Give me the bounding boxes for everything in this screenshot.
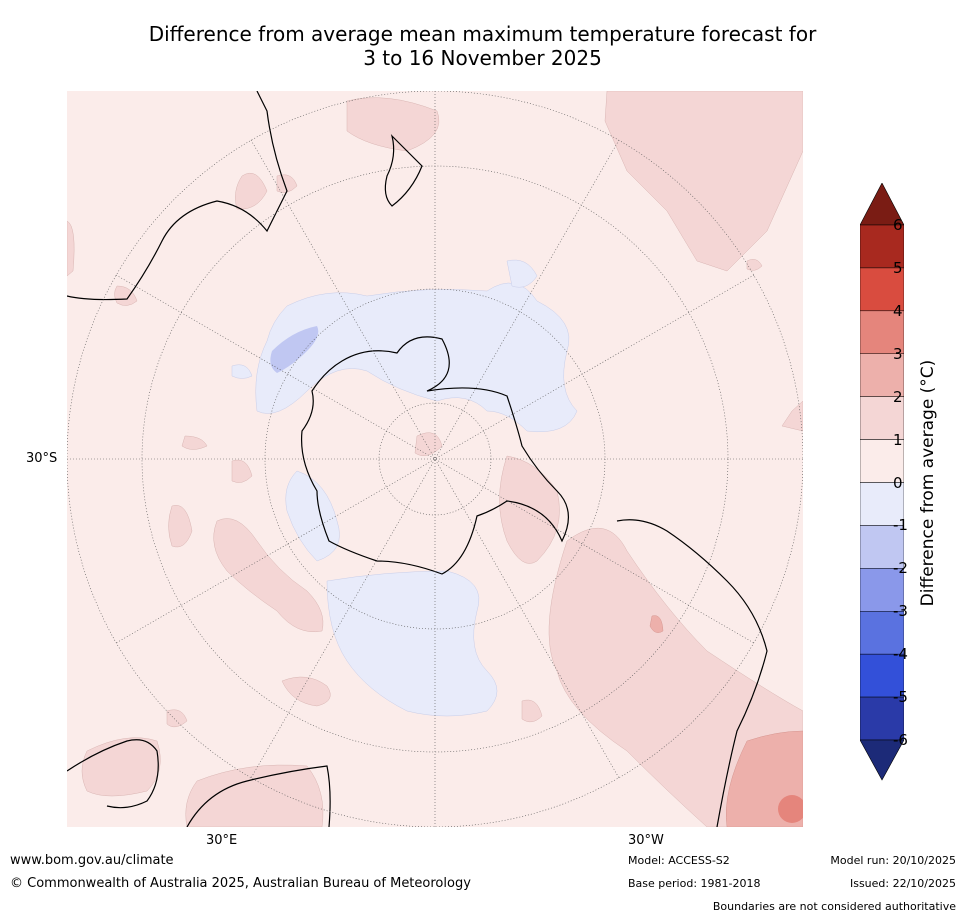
warm-anomaly-regions — [67, 91, 803, 827]
colorbar-extend-low — [860, 739, 904, 781]
footer-model-run: Model run: 20/10/2025 — [830, 854, 956, 867]
colorbar-bin-5_to_6 — [860, 224, 904, 269]
colorbar-bin--6_to_-5 — [860, 696, 904, 741]
colorbar-tick: 6 — [893, 216, 903, 234]
colorbar-tick: 5 — [893, 258, 903, 277]
footer-model: Model: ACCESS-S2 — [628, 854, 730, 867]
map-title: Difference from average mean maximum tem… — [0, 22, 965, 70]
footer-copyright: © Commonwealth of Australia 2025, Austra… — [10, 876, 471, 891]
temperature-anomaly-map — [67, 91, 803, 827]
colorbar-tick: -4 — [893, 645, 908, 664]
cool-anomaly-core — [270, 326, 319, 373]
colorbar-bins — [860, 224, 904, 741]
colorbar-tick: 0 — [893, 473, 903, 492]
colorbar-tick: -6 — [893, 731, 908, 749]
colorbar-tick: -2 — [893, 559, 908, 578]
graticule — [67, 91, 803, 827]
colorbar-bin--2_to_-1 — [860, 525, 904, 569]
colorbar-tick: -5 — [893, 688, 908, 707]
footer-issued: Issued: 22/10/2025 — [849, 877, 956, 890]
warm-anomaly-core — [778, 795, 803, 823]
longitude-label-30w: 30°W — [628, 833, 664, 848]
colorbar-tick: 2 — [893, 387, 903, 406]
antarctica-coastline — [300, 336, 569, 575]
colorbar — [860, 183, 904, 781]
colorbar-tick: 4 — [893, 301, 903, 320]
colorbar-bin--1_to_0 — [860, 482, 904, 526]
colorbar-label: Difference from average (°C) — [918, 359, 938, 607]
colorbar-tick: -1 — [893, 516, 908, 535]
footer-base-period: Base period: 1981-2018 — [628, 877, 761, 890]
colorbar-bin-2_to_3 — [860, 353, 904, 397]
colorbar-bin-0_to_1 — [860, 439, 904, 483]
longitude-label-30e: 30°E — [206, 833, 238, 848]
colorbar-tick: -3 — [893, 602, 908, 621]
cool-anomaly-regions — [231, 259, 578, 717]
continent-coastlines — [67, 91, 768, 827]
footer-disclaimer: Boundaries are not considered authoritat… — [712, 900, 956, 913]
colorbar-tick: 3 — [893, 344, 903, 363]
colorbar-bin--5_to_-4 — [860, 653, 904, 698]
footer-website[interactable]: www.bom.gov.au/climate — [10, 853, 174, 868]
colorbar-bin--3_to_-2 — [860, 568, 904, 612]
colorbar-tick: 1 — [893, 430, 903, 449]
title-line-2: 3 to 16 November 2025 — [363, 46, 602, 70]
latitude-label: 30°S — [26, 451, 58, 466]
title-line-1: Difference from average mean maximum tem… — [148, 22, 817, 46]
colorbar-bin--4_to_-3 — [860, 611, 904, 655]
